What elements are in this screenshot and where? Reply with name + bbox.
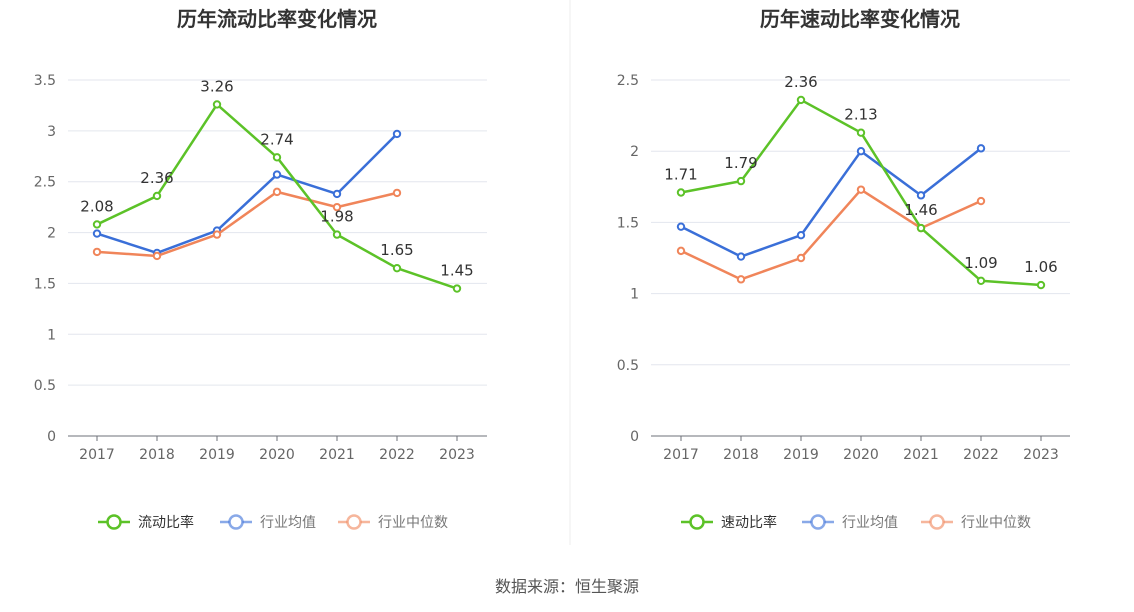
- chart-title: 历年速动比率变化情况: [760, 7, 960, 31]
- x-tick-label: 2018: [723, 447, 759, 463]
- legend-marker: [228, 514, 244, 530]
- legend-marker: [346, 514, 362, 530]
- data-label: 1.79: [724, 154, 757, 172]
- x-tick-label: 2017: [79, 447, 115, 463]
- chart-panel-1: 历年流动比率变化情况 0 0.5 1 1.5 2 2.5 3 3.5 2017 2018 2019 20…: [34, 7, 487, 531]
- series-line-2: [680, 147, 982, 258]
- y-tick-label: 2.5: [617, 73, 639, 89]
- data-point: [152, 191, 162, 201]
- x-tick-label: 2022: [379, 447, 415, 463]
- data-label: 1.71: [664, 165, 697, 183]
- legend-label: 速动比率: [721, 514, 777, 531]
- data-source-text: 数据来源：恒生聚源: [495, 577, 639, 596]
- data-point: [736, 275, 746, 284]
- series-line-3: [680, 188, 982, 281]
- y-tick-label: 0.5: [34, 378, 56, 394]
- data-point: [676, 188, 686, 197]
- legend-marker: [106, 514, 122, 530]
- data-point: [976, 196, 986, 206]
- data-label: 2.13: [844, 106, 877, 124]
- data-label: 1.45: [440, 262, 473, 280]
- y-tick-label: 2: [47, 226, 56, 242]
- legend-label: 行业中位数: [378, 515, 448, 531]
- y-tick-label: 0: [47, 429, 56, 445]
- data-label: 1.09: [964, 254, 997, 272]
- data-point: [796, 95, 806, 105]
- data-point: [856, 185, 866, 194]
- y-tick-label: 3: [47, 124, 56, 140]
- data-point: [676, 246, 686, 256]
- data-point: [916, 223, 926, 233]
- x-tick-label: 2023: [1023, 447, 1059, 463]
- legend-label: 行业均值: [842, 515, 898, 531]
- x-tick-label: 2021: [319, 447, 355, 463]
- data-point: [92, 229, 102, 238]
- data-point: [152, 251, 162, 261]
- legend-marker: [929, 514, 945, 530]
- data-point: [332, 202, 342, 212]
- data-label: 2.74: [260, 130, 293, 148]
- data-point: [272, 170, 282, 179]
- data-point: [1036, 280, 1046, 290]
- data-label: 2.36: [140, 169, 173, 187]
- y-tick-label: 1.5: [617, 215, 639, 231]
- data-point: [392, 188, 402, 198]
- chart-panel-2: 历年速动比率变化情况 0 0.5 1 1.5 2 2.5 2017 2018 2019 2020 20…: [617, 7, 1070, 531]
- data-point: [856, 147, 866, 156]
- data-point: [212, 230, 222, 239]
- data-point: [976, 144, 986, 153]
- y-tick-label: 0: [630, 429, 639, 445]
- data-point: [796, 231, 806, 240]
- data-point: [272, 187, 282, 197]
- data-point: [796, 253, 806, 263]
- data-label: 1.98: [320, 208, 353, 226]
- y-tick-label: 3.5: [34, 73, 56, 89]
- x-tick-label: 2018: [139, 447, 175, 463]
- data-label: 1.46: [904, 201, 937, 219]
- y-tick-label: 2: [630, 144, 639, 160]
- data-label: 1.65: [380, 241, 413, 259]
- data-point: [272, 153, 282, 162]
- data-point: [676, 222, 686, 231]
- data-label: 1.06: [1024, 258, 1057, 276]
- data-point: [332, 189, 342, 199]
- legend-label: 行业均值: [260, 515, 316, 531]
- data-label: 2.08: [80, 197, 113, 215]
- data-point: [392, 263, 402, 273]
- y-tick-label: 1.5: [34, 276, 56, 292]
- legend-label: 行业中位数: [961, 515, 1031, 531]
- data-point: [452, 284, 462, 293]
- data-point: [736, 252, 746, 261]
- data-point: [92, 220, 102, 229]
- data-label: 2.36: [784, 73, 817, 91]
- x-tick-label: 2021: [903, 447, 939, 463]
- y-tick-label: 0.5: [617, 358, 639, 374]
- data-point: [856, 128, 866, 137]
- legend-label: 流动比率: [138, 514, 194, 531]
- series-line-2: [96, 133, 398, 255]
- x-tick-label: 2019: [199, 447, 235, 463]
- data-point: [212, 100, 222, 109]
- legend-marker: [689, 514, 705, 530]
- chart-title: 历年流动比率变化情况: [177, 7, 377, 31]
- data-point: [392, 129, 402, 139]
- x-tick-label: 2020: [843, 447, 879, 463]
- data-point: [332, 230, 342, 239]
- legend-marker: [810, 514, 826, 530]
- y-tick-label: 1: [630, 287, 639, 303]
- x-tick-label: 2020: [259, 447, 295, 463]
- x-tick-label: 2019: [783, 447, 819, 463]
- x-tick-label: 2023: [439, 447, 475, 463]
- x-tick-label: 2017: [663, 447, 699, 463]
- y-tick-label: 1: [47, 327, 56, 343]
- data-point: [916, 191, 926, 200]
- data-point: [976, 276, 986, 285]
- data-point: [92, 247, 102, 257]
- y-tick-label: 2.5: [34, 175, 56, 191]
- x-tick-label: 2022: [963, 447, 999, 463]
- data-point: [736, 176, 746, 186]
- data-label: 3.26: [200, 77, 233, 95]
- series-line-3: [96, 190, 398, 258]
